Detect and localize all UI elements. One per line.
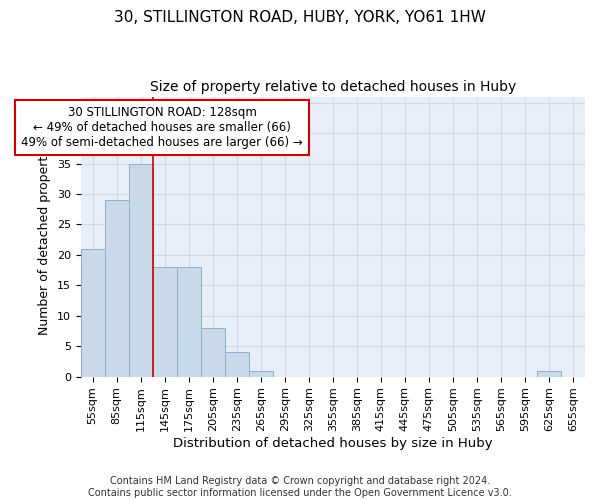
Bar [152,267,176,376]
Bar [80,249,104,376]
Bar [200,328,225,376]
Title: Size of property relative to detached houses in Huby: Size of property relative to detached ho… [149,80,516,94]
Bar [537,370,561,376]
Bar [225,352,249,376]
Bar [249,370,273,376]
Text: Contains HM Land Registry data © Crown copyright and database right 2024.
Contai: Contains HM Land Registry data © Crown c… [88,476,512,498]
Text: 30, STILLINGTON ROAD, HUBY, YORK, YO61 1HW: 30, STILLINGTON ROAD, HUBY, YORK, YO61 1… [114,10,486,25]
X-axis label: Distribution of detached houses by size in Huby: Distribution of detached houses by size … [173,437,493,450]
Bar [128,164,152,376]
Y-axis label: Number of detached properties: Number of detached properties [38,138,51,335]
Bar [176,267,200,376]
Bar [104,200,128,376]
Text: 30 STILLINGTON ROAD: 128sqm
← 49% of detached houses are smaller (66)
49% of sem: 30 STILLINGTON ROAD: 128sqm ← 49% of det… [22,106,303,148]
